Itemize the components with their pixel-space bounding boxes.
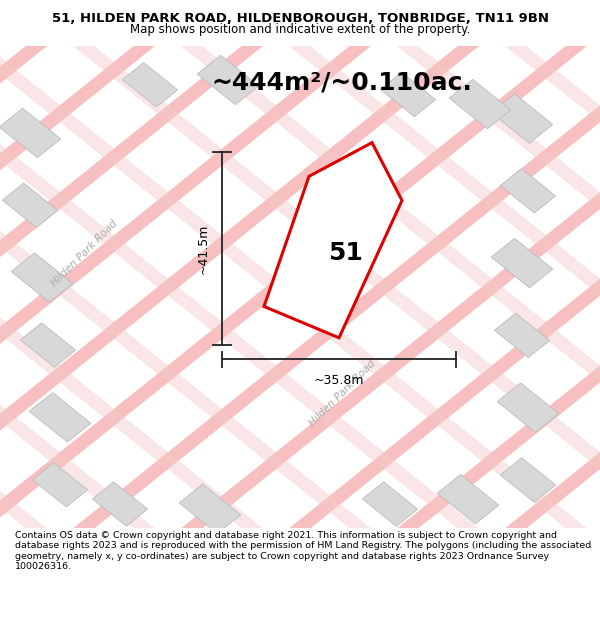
Polygon shape <box>0 0 600 581</box>
Polygon shape <box>559 0 600 581</box>
Polygon shape <box>0 0 554 581</box>
Polygon shape <box>0 108 61 158</box>
Polygon shape <box>32 462 88 507</box>
Polygon shape <box>127 0 600 581</box>
Text: ~41.5m: ~41.5m <box>197 224 210 274</box>
Text: ~444m²/~0.110ac.: ~444m²/~0.110ac. <box>212 71 472 94</box>
Polygon shape <box>0 0 425 581</box>
Polygon shape <box>0 0 600 581</box>
Polygon shape <box>197 55 259 104</box>
Text: 51: 51 <box>328 241 362 266</box>
Text: ~35.8m: ~35.8m <box>314 374 364 387</box>
Polygon shape <box>179 484 241 534</box>
Polygon shape <box>451 0 600 581</box>
Polygon shape <box>500 169 556 213</box>
Polygon shape <box>0 0 230 581</box>
Polygon shape <box>491 94 553 143</box>
Polygon shape <box>29 392 91 442</box>
Polygon shape <box>20 323 76 367</box>
Polygon shape <box>0 0 446 581</box>
Polygon shape <box>0 0 600 581</box>
Polygon shape <box>122 62 178 107</box>
Polygon shape <box>380 72 436 117</box>
Polygon shape <box>92 482 148 526</box>
Text: Map shows position and indicative extent of the property.: Map shows position and indicative extent… <box>130 23 470 36</box>
Polygon shape <box>497 383 559 432</box>
Polygon shape <box>106 0 600 581</box>
Polygon shape <box>235 0 600 581</box>
Polygon shape <box>449 79 511 129</box>
Text: Hilden Park Road: Hilden Park Road <box>307 358 377 428</box>
Polygon shape <box>0 0 101 581</box>
Polygon shape <box>264 142 402 338</box>
Text: Hilden Park Road: Hilden Park Road <box>49 218 119 289</box>
Polygon shape <box>0 0 600 581</box>
Polygon shape <box>0 0 600 581</box>
Polygon shape <box>437 474 499 524</box>
Polygon shape <box>500 458 556 502</box>
Polygon shape <box>0 0 209 581</box>
Polygon shape <box>322 0 600 581</box>
Polygon shape <box>491 238 553 288</box>
Polygon shape <box>11 253 73 302</box>
Polygon shape <box>494 313 550 358</box>
Polygon shape <box>0 0 533 581</box>
Polygon shape <box>2 183 58 228</box>
Polygon shape <box>343 0 600 581</box>
Polygon shape <box>0 0 317 581</box>
Polygon shape <box>214 0 600 581</box>
Polygon shape <box>19 0 600 581</box>
Text: Contains OS data © Crown copyright and database right 2021. This information is : Contains OS data © Crown copyright and d… <box>15 531 591 571</box>
Polygon shape <box>0 0 338 581</box>
Polygon shape <box>0 0 122 581</box>
Text: 51, HILDEN PARK ROAD, HILDENBOROUGH, TONBRIDGE, TN11 9BN: 51, HILDEN PARK ROAD, HILDENBOROUGH, TON… <box>52 11 548 24</box>
Polygon shape <box>0 0 14 581</box>
Polygon shape <box>362 482 418 526</box>
